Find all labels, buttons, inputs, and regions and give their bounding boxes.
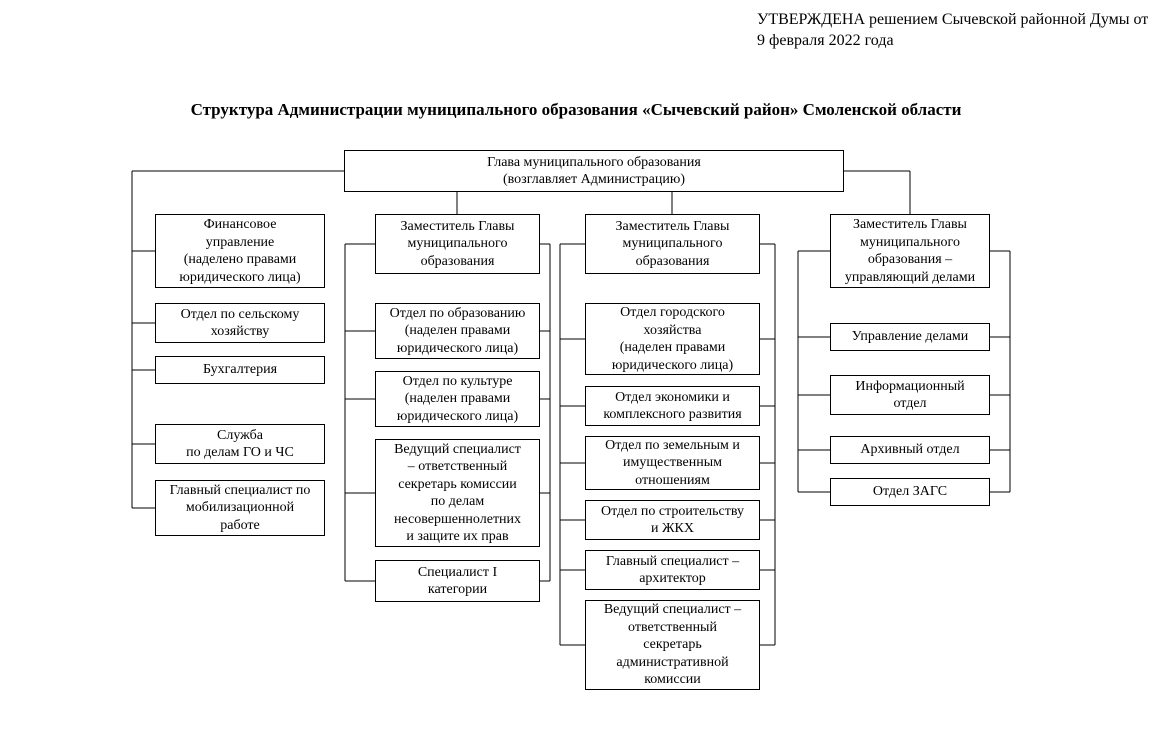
- node-c2-4: Специалист I категории: [375, 560, 540, 602]
- approval-line-2: решением Сычевской районной Думы: [869, 11, 1129, 28]
- node-c1-5: Главный специалист по мобилизационной ра…: [155, 480, 325, 536]
- head-l1: Глава муниципального образования: [487, 154, 701, 172]
- node-c3-5: Главный специалист – архитектор: [585, 550, 760, 590]
- node-head: Глава муниципального образования (возгла…: [344, 150, 844, 192]
- node-c4-head: Заместитель Главы муниципального образов…: [830, 214, 990, 288]
- node-c2-1: Отдел по образованию (наделен правами юр…: [375, 303, 540, 359]
- page-title: Структура Администрации муниципального о…: [0, 100, 1152, 120]
- node-c1-3: Бухгалтерия: [155, 356, 325, 384]
- approval-block: УТВЕРЖДЕНА решением Сычевской районной Д…: [757, 10, 1152, 52]
- node-c3-3: Отдел по земельным и имущественным отнош…: [585, 436, 760, 490]
- node-c3-head: Заместитель Главы муниципального образов…: [585, 214, 760, 274]
- node-c1-4: Служба по делам ГО и ЧС: [155, 424, 325, 464]
- node-c2-3: Ведущий специалист – ответственный секре…: [375, 439, 540, 547]
- node-c1-1: Финансовое управление (наделено правами …: [155, 214, 325, 288]
- node-c3-6: Ведущий специалист – ответственный секре…: [585, 600, 760, 690]
- node-c4-4: Отдел ЗАГС: [830, 478, 990, 506]
- node-c2-head: Заместитель Главы муниципального образов…: [375, 214, 540, 274]
- node-c4-1: Управление делами: [830, 323, 990, 351]
- node-c4-2: Информационный отдел: [830, 375, 990, 415]
- node-c1-2: Отдел по сельскому хозяйству: [155, 303, 325, 343]
- node-c4-3: Архивный отдел: [830, 436, 990, 464]
- head-l2: (возглавляет Администрацию): [503, 171, 685, 189]
- node-c2-2: Отдел по культуре (наделен правами юриди…: [375, 371, 540, 427]
- node-c3-2: Отдел экономики и комплексного развития: [585, 386, 760, 426]
- approval-line-1: УТВЕРЖДЕНА: [757, 11, 865, 28]
- node-c3-4: Отдел по строительству и ЖКХ: [585, 500, 760, 540]
- node-c3-1: Отдел городского хозяйства (наделен прав…: [585, 303, 760, 375]
